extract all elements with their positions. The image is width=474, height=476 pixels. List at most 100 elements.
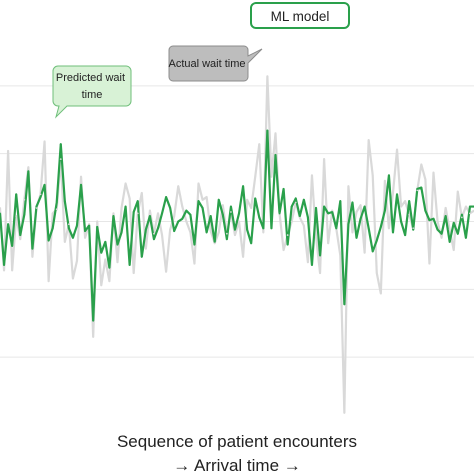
point-ml-model — [335, 227, 338, 230]
point-ml-model — [306, 216, 309, 219]
point-actual-wait-time — [213, 242, 216, 245]
point-ml-model — [298, 215, 301, 217]
point-ml-model — [242, 185, 244, 188]
point-ml-model — [383, 209, 386, 212]
point-actual-wait-time — [396, 148, 398, 151]
point-actual-wait-time — [193, 262, 196, 265]
point-actual-wait-time — [128, 197, 131, 200]
point-ml-model — [323, 205, 326, 208]
point-actual-wait-time — [238, 220, 240, 223]
point-actual-wait-time — [274, 132, 277, 135]
point-ml-model — [15, 193, 18, 196]
point-ml-model — [396, 193, 398, 196]
point-actual-wait-time — [258, 143, 261, 146]
point-actual-wait-time — [104, 258, 107, 261]
point-actual-wait-time — [51, 212, 54, 215]
point-ml-model — [347, 223, 350, 226]
point-ml-model — [84, 230, 86, 232]
point-actual-wait-time — [371, 174, 374, 177]
point-actual-wait-time — [84, 236, 86, 239]
point-ml-model — [428, 219, 431, 222]
point-actual-wait-time — [388, 227, 390, 230]
point-ml-model — [165, 196, 168, 198]
point-actual-wait-time — [444, 207, 447, 209]
point-ml-model — [124, 205, 127, 208]
point-ml-model — [35, 205, 38, 208]
point-ml-model — [408, 200, 411, 203]
point-ml-model — [420, 186, 423, 189]
point-actual-wait-time — [225, 232, 228, 235]
point-ml-model — [39, 196, 42, 198]
point-actual-wait-time — [327, 242, 330, 245]
point-actual-wait-time — [420, 163, 423, 166]
point-ml-model — [108, 266, 111, 269]
point-ml-model — [27, 170, 30, 173]
point-ml-model — [464, 236, 467, 239]
point-ml-model — [444, 215, 447, 217]
point-ml-model — [469, 205, 471, 208]
point-ml-model — [351, 201, 354, 204]
actual-callout-bubble — [168, 45, 263, 82]
point-actual-wait-time — [7, 150, 10, 152]
point-actual-wait-time — [27, 166, 30, 169]
point-ml-model — [225, 238, 228, 241]
point-actual-wait-time — [96, 220, 99, 223]
point-ml-model — [375, 239, 378, 242]
point-ml-model — [197, 200, 200, 203]
point-ml-model — [169, 207, 172, 209]
point-ml-model — [19, 234, 22, 236]
point-ml-model — [440, 232, 443, 235]
point-actual-wait-time — [136, 212, 139, 215]
point-ml-model — [205, 231, 208, 234]
point-ml-model — [400, 220, 402, 223]
point-actual-wait-time — [31, 255, 34, 258]
point-ml-model — [246, 228, 249, 231]
point-actual-wait-time — [201, 198, 204, 201]
point-ml-model — [230, 205, 232, 208]
legend-label-ml-model: ML model — [271, 9, 330, 24]
point-ml-model — [359, 217, 362, 220]
point-actual-wait-time — [140, 192, 143, 194]
point-actual-wait-time — [43, 140, 46, 143]
point-actual-wait-time — [432, 171, 435, 174]
point-actual-wait-time — [108, 280, 111, 283]
point-actual-wait-time — [323, 158, 326, 160]
point-actual-wait-time — [148, 209, 151, 212]
point-ml-model — [104, 240, 107, 243]
point-ml-model — [456, 232, 459, 235]
point-actual-wait-time — [250, 207, 253, 209]
point-actual-wait-time — [375, 272, 378, 274]
point-actual-wait-time — [383, 179, 386, 182]
point-ml-model — [193, 243, 196, 246]
point-actual-wait-time — [173, 215, 176, 217]
point-ml-model — [404, 234, 407, 236]
series-line-actual-wait-time — [0, 75, 474, 414]
point-actual-wait-time — [88, 223, 91, 226]
point-actual-wait-time — [456, 190, 459, 193]
point-actual-wait-time — [339, 254, 342, 257]
point-ml-model — [294, 197, 297, 200]
point-actual-wait-time — [412, 227, 415, 230]
point-ml-model — [153, 238, 155, 241]
point-actual-wait-time — [63, 240, 66, 243]
point-ml-model — [7, 223, 10, 226]
point-actual-wait-time — [59, 158, 62, 160]
x-axis-sublabel: → Arrival time → — [173, 456, 301, 475]
point-actual-wait-time — [189, 231, 192, 234]
point-ml-model — [72, 236, 74, 239]
point-actual-wait-time — [47, 280, 50, 283]
point-ml-model — [51, 227, 54, 230]
point-ml-model — [96, 226, 99, 228]
point-ml-model — [67, 227, 70, 230]
point-ml-model — [43, 183, 46, 186]
point-actual-wait-time — [270, 175, 273, 178]
point-actual-wait-time — [404, 200, 407, 203]
point-ml-model — [448, 240, 451, 243]
point-ml-model — [0, 212, 1, 215]
point-actual-wait-time — [343, 411, 346, 414]
point-ml-model — [88, 224, 91, 227]
point-actual-wait-time — [157, 212, 159, 215]
point-actual-wait-time — [80, 175, 82, 178]
point-actual-wait-time — [177, 185, 180, 188]
point-actual-wait-time — [408, 213, 411, 216]
